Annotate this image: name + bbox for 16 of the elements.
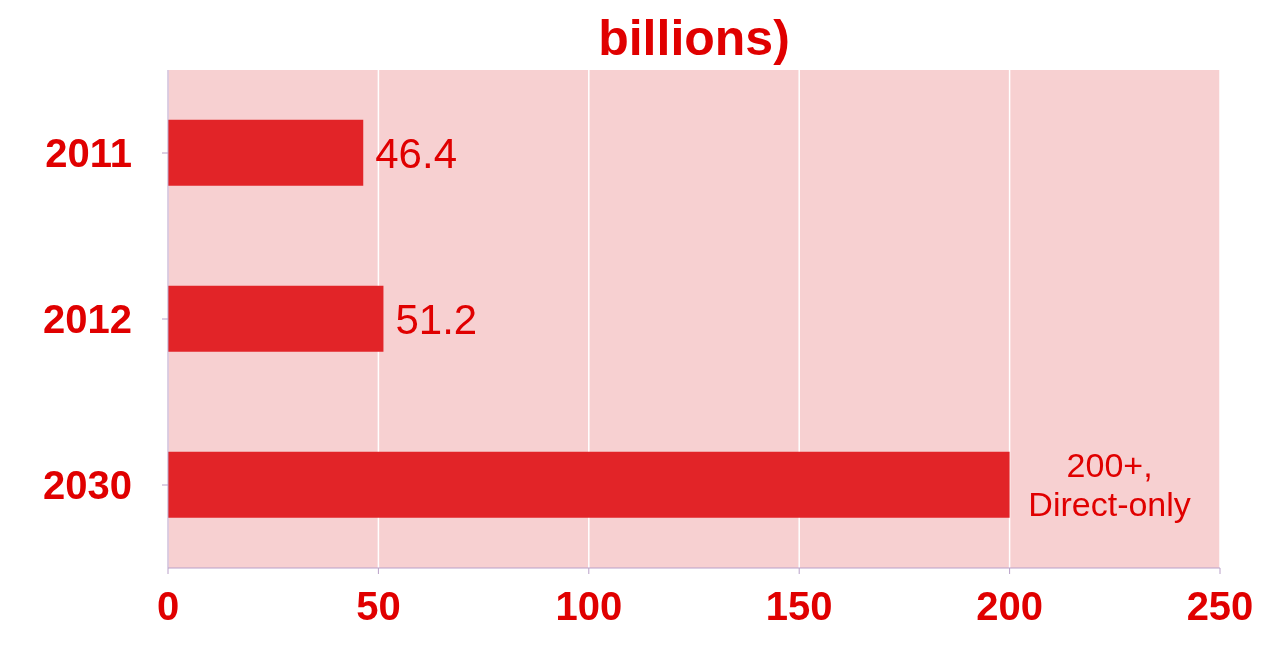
y-tick-label: 2011	[45, 131, 132, 176]
data-label: 46.4	[375, 129, 457, 177]
x-tick-label: 0	[156, 584, 180, 629]
data-label: 200+, Direct-only	[1028, 446, 1191, 524]
x-tick-label: 100	[555, 584, 623, 629]
y-tick-label: 2030	[43, 463, 132, 508]
y-tick-label: 2012	[43, 297, 132, 342]
x-tick-label: 200	[976, 584, 1043, 629]
x-tick-label: 50	[356, 584, 401, 629]
chart-title: billions)	[597, 9, 791, 68]
x-tick-label: 150	[765, 584, 833, 629]
data-label: 51.2	[395, 295, 478, 343]
x-tick-label: 250	[1186, 584, 1254, 629]
bar	[168, 119, 364, 186]
bar	[168, 451, 1010, 518]
bar	[168, 285, 384, 352]
